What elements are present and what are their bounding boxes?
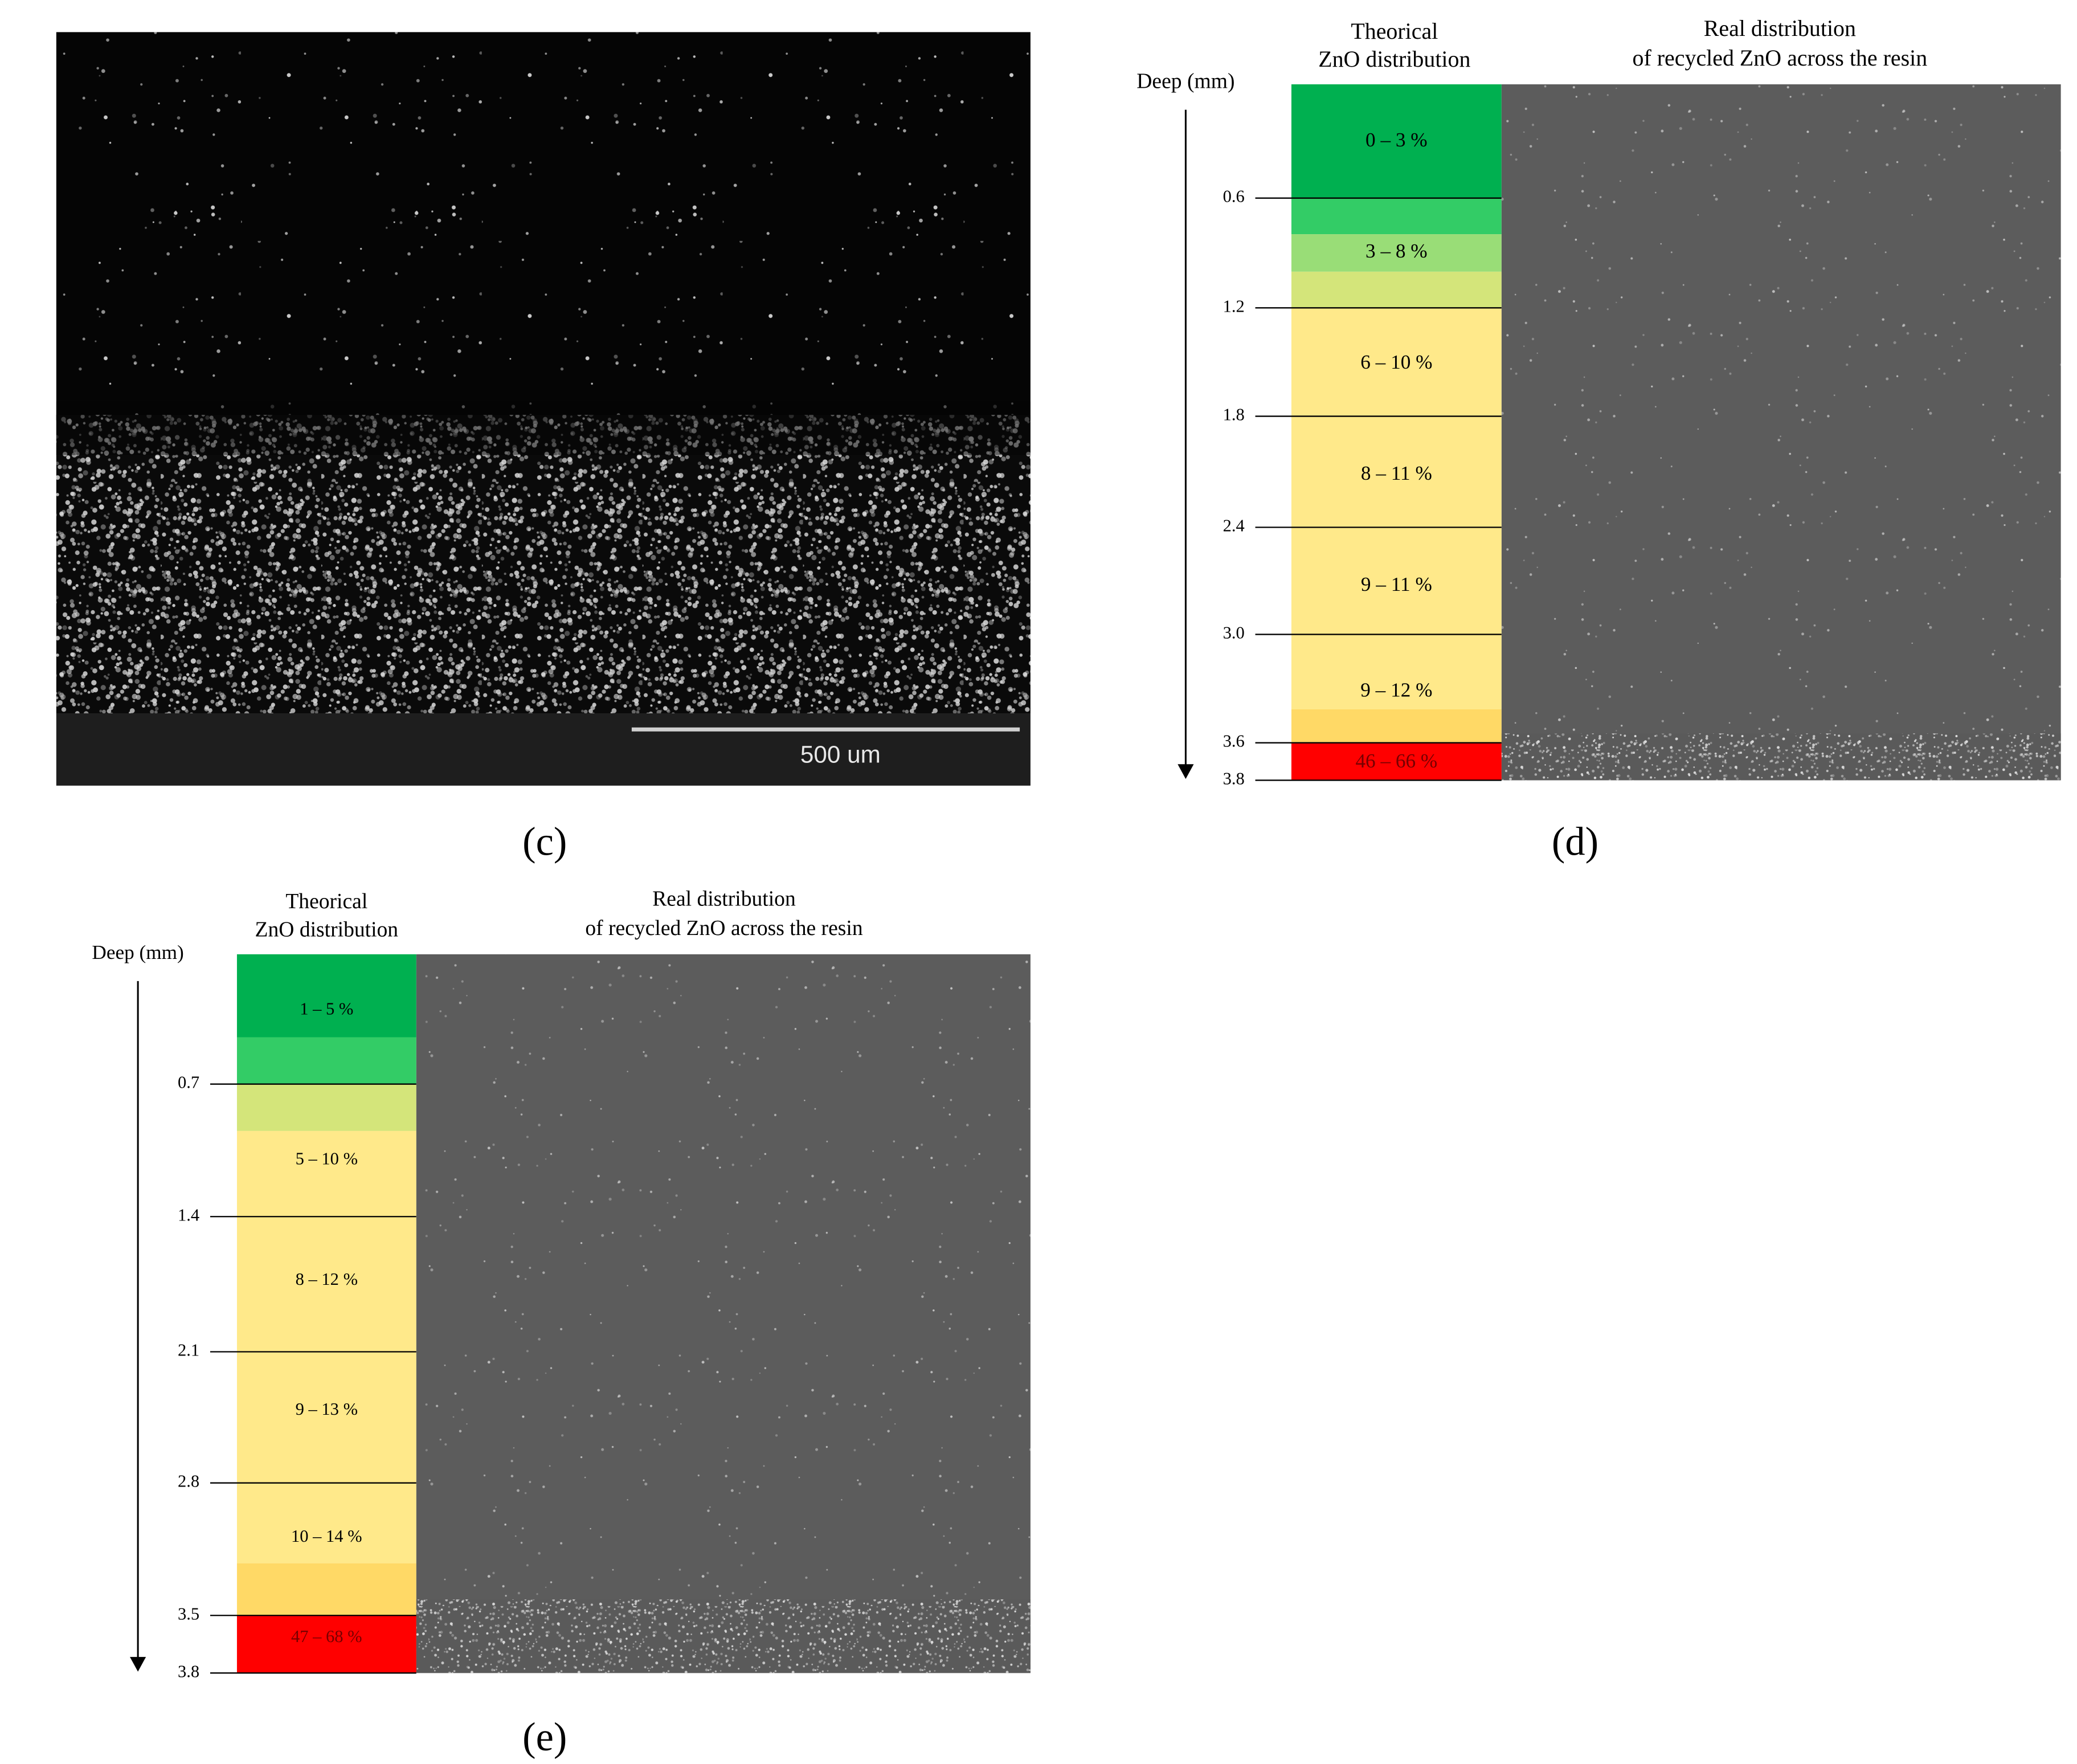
band-label: 47 – 68 % (291, 1627, 362, 1646)
band-label: 1 – 5 % (300, 999, 353, 1019)
distribution-band (1291, 709, 1502, 743)
band-label: 9 – 13 % (296, 1399, 358, 1419)
column-header: Theorical (285, 890, 367, 913)
distribution-band (236, 1615, 416, 1673)
band-label: 46 – 66 % (1355, 750, 1437, 772)
band-label: 9 – 11 % (1361, 573, 1432, 595)
image-header: of recycled ZnO across the resin (585, 917, 862, 940)
band-label: 9 – 12 % (1360, 679, 1432, 701)
depth-label: 3.5 (178, 1604, 199, 1623)
depth-label: 3.8 (178, 1661, 199, 1681)
column-header: Theorical (1351, 18, 1438, 44)
band-label: 10 – 14 % (291, 1526, 362, 1546)
band-label: 8 – 11 % (1361, 462, 1432, 484)
micrograph (416, 954, 1031, 1673)
distribution-band (1291, 198, 1502, 235)
micrograph (1501, 733, 2061, 781)
depth-label: 3.8 (1223, 769, 1245, 788)
depth-label: 3.0 (1223, 623, 1245, 642)
scale-label: 500 um (800, 741, 881, 767)
distribution-band (236, 954, 416, 1038)
distribution-band (1291, 308, 1502, 709)
depth-arrow (1177, 764, 1194, 779)
column-header: ZnO distribution (1318, 46, 1470, 72)
depth-label: 2.8 (178, 1472, 199, 1491)
distribution-band (236, 1563, 416, 1616)
depth-label: 0.6 (1223, 187, 1245, 206)
depth-label: 0.7 (178, 1073, 199, 1092)
image-header: Real distribution (1704, 15, 1856, 41)
micrograph (416, 1599, 1031, 1673)
depth-label: 2.4 (1223, 516, 1245, 536)
column-header: ZnO distribution (255, 918, 399, 942)
image-header: of recycled ZnO across the resin (1633, 45, 1928, 71)
micrograph (1501, 84, 2061, 781)
band-label: 0 – 3 % (1365, 129, 1428, 151)
depth-label: 1.8 (1223, 405, 1245, 424)
band-label: 3 – 8 % (1365, 240, 1428, 262)
band-label: 6 – 10 % (1360, 351, 1432, 373)
scale-bar-panel (56, 713, 1031, 786)
image-header: Real distribution (652, 888, 796, 911)
distribution-band (1291, 271, 1502, 308)
distribution-band (1291, 234, 1502, 272)
caption: (c) (522, 820, 567, 864)
distribution-band (236, 1084, 416, 1131)
depth-label: 1.2 (1223, 296, 1245, 316)
depth-label: 2.1 (178, 1341, 199, 1360)
caption: (e) (522, 1715, 567, 1759)
distribution-band (1291, 742, 1502, 781)
depth-arrow (130, 1657, 146, 1672)
depth-label: 1.4 (178, 1205, 199, 1224)
micrograph (56, 32, 1031, 420)
micrograph (56, 415, 1031, 714)
band-label: 8 – 12 % (296, 1269, 358, 1289)
distribution-band (236, 1037, 416, 1084)
depth-label: 3.6 (1223, 732, 1245, 751)
axis-label: Deep (mm) (92, 941, 183, 963)
axis-label: Deep (mm) (1136, 70, 1234, 93)
distribution-band (236, 1130, 416, 1563)
band-label: 5 – 10 % (296, 1149, 358, 1169)
distribution-band (1291, 84, 1502, 198)
micrograph-transition (56, 401, 1031, 455)
caption: (d) (1552, 820, 1598, 864)
